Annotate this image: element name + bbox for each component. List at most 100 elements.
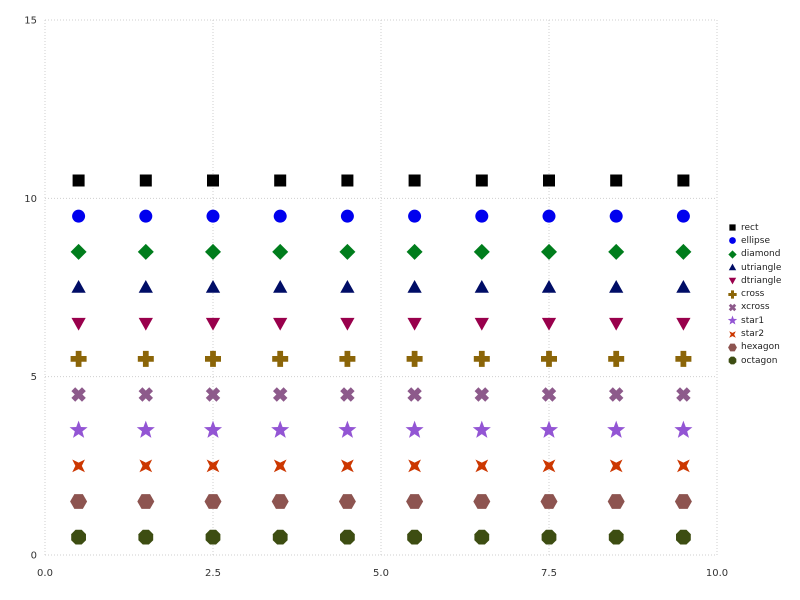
diamond-marker: [70, 243, 87, 260]
star1-marker: [271, 420, 290, 438]
diamond-marker: [272, 243, 289, 260]
star1-marker: [539, 420, 559, 438]
diamond-marker: [339, 243, 356, 260]
legend-item-hexagon: hexagon: [727, 341, 781, 354]
ellipse-marker: [475, 209, 489, 223]
y-tick-label: 5: [31, 372, 37, 383]
cross-marker: [205, 350, 221, 367]
star1-marker: [338, 420, 357, 438]
cross-marker: [137, 350, 154, 367]
star2-marker: [206, 459, 220, 473]
legend-marker-star2: [729, 330, 736, 338]
octagon-marker: [407, 529, 422, 545]
diamond-marker: [728, 250, 737, 259]
legend-label: octagon: [741, 355, 778, 366]
xcross-marker: [474, 387, 490, 402]
legend-item-xcross: xcross: [727, 301, 781, 314]
legend-marker-dtriangle: [728, 278, 737, 285]
ellipse-marker: [206, 209, 220, 223]
diamond-marker: [541, 243, 557, 260]
legend-label: hexagon: [741, 342, 780, 353]
star1-marker: [136, 420, 155, 438]
x-tick-label: 5.0: [373, 568, 389, 579]
cross-marker: [675, 350, 692, 367]
legend-label: star2: [741, 329, 765, 340]
rect-marker: [139, 174, 152, 187]
legend-item-ellipse: ellipse: [727, 234, 781, 247]
ellipse-marker: [408, 209, 422, 223]
utriangle-marker: [340, 280, 355, 293]
diamond-marker: [137, 243, 154, 260]
series-rect: [72, 174, 690, 187]
xcross-marker: [407, 387, 422, 402]
series-star2: [72, 459, 690, 473]
legend-marker-octagon: [728, 356, 737, 365]
legend-label: cross: [741, 289, 765, 300]
xcross-marker: [676, 387, 691, 402]
star1-marker: [203, 420, 223, 438]
rect-marker: [677, 174, 690, 187]
dtriangle-marker: [340, 317, 355, 331]
octagon-marker: [474, 529, 490, 545]
star1-marker: [69, 420, 88, 438]
utriangle-marker: [71, 280, 86, 293]
star2-marker: [609, 459, 623, 473]
rect-marker: [207, 174, 219, 187]
hexagon-marker: [728, 343, 737, 352]
series-xcross: [71, 387, 691, 402]
utriangle-marker: [205, 280, 221, 293]
xcross-marker: [728, 303, 737, 312]
legend: rect ellipse diamond utriangle dtriangle cros…: [727, 221, 781, 367]
star2-marker: [72, 459, 85, 473]
legend-label: utriangle: [741, 262, 782, 273]
dtriangle-marker: [474, 317, 489, 331]
rect-marker: [408, 174, 421, 187]
xcross-marker: [340, 387, 355, 402]
utriangle-marker: [474, 280, 489, 293]
legend-item-cross: cross: [727, 287, 781, 300]
ellipse-marker: [729, 237, 736, 245]
dtriangle-marker: [676, 317, 691, 331]
hexagon-marker: [406, 494, 424, 509]
xcross-marker: [272, 387, 288, 402]
dtriangle-marker: [71, 317, 86, 331]
legend-marker-hexagon: [728, 343, 737, 352]
series-dtriangle: [71, 317, 691, 331]
legend-label: xcross: [741, 302, 770, 313]
dtriangle-marker: [205, 317, 221, 331]
legend-marker-utriangle: [728, 263, 737, 271]
legend-label: diamond: [741, 249, 781, 260]
xcross-marker: [71, 387, 86, 402]
diamond-marker: [675, 243, 692, 260]
ellipse-marker: [542, 209, 556, 223]
legend-item-diamond: diamond: [727, 248, 781, 261]
dtriangle-marker: [541, 317, 557, 331]
rect-marker: [475, 174, 488, 187]
cross-marker: [339, 350, 356, 367]
xcross-marker: [608, 387, 624, 402]
star2-marker: [341, 459, 354, 473]
series-diamond: [70, 243, 692, 260]
star2-marker: [475, 459, 489, 473]
utriangle-marker: [273, 280, 288, 293]
octagon-marker: [272, 529, 288, 545]
legend-marker-star1: [727, 315, 738, 325]
octagon-marker: [71, 529, 86, 545]
series-star1: [69, 420, 693, 438]
rect-marker: [610, 174, 623, 187]
legend-item-rect: rect: [727, 221, 781, 234]
legend-label: star1: [741, 315, 765, 326]
diamond-marker: [608, 243, 625, 260]
utriangle-marker: [407, 280, 422, 293]
x-tick-label: 0.0: [37, 568, 53, 579]
star2-marker: [729, 330, 736, 338]
hexagon-marker: [204, 494, 222, 509]
octagon-marker: [340, 529, 355, 545]
ellipse-marker: [609, 209, 623, 223]
star2-marker: [677, 459, 690, 473]
hexagon-marker: [473, 494, 491, 509]
series-cross: [70, 350, 692, 367]
star1-marker: [472, 420, 491, 438]
y-tick-label: 15: [24, 16, 37, 27]
